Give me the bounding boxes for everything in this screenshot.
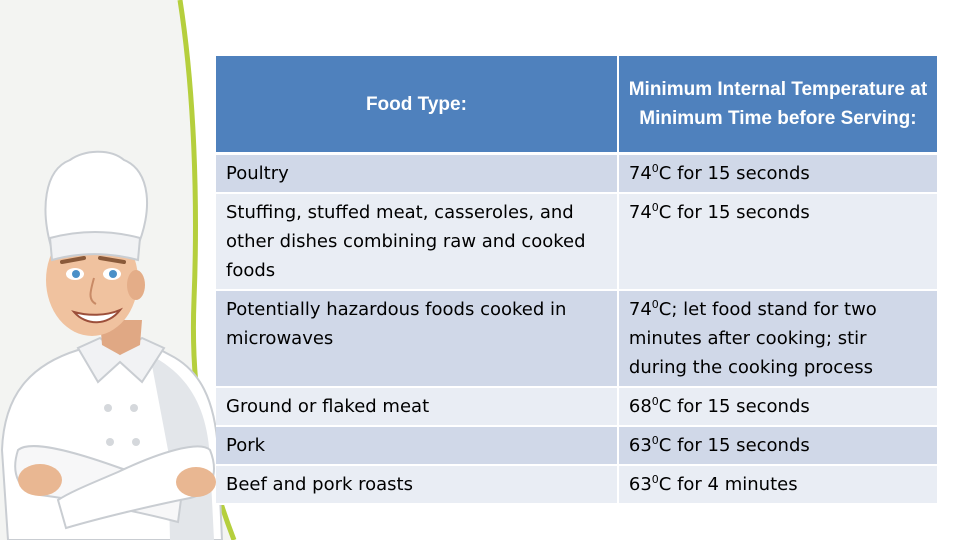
table-row: Ground or flaked meat 680C for 15 second…: [216, 387, 937, 427]
chef-smile: [71, 307, 124, 324]
table-row: Beef and pork roasts 630C for 4 minutes: [216, 465, 937, 505]
temperature-cell: 740C; let food stand for two minutes aft…: [617, 290, 937, 388]
chef-eyebrow: [60, 256, 86, 264]
chef-nose: [89, 277, 97, 305]
chef-ear: [127, 270, 145, 300]
jacket-button: [132, 438, 140, 446]
food-type-cell: Potentially hazardous foods cooked in mi…: [216, 290, 619, 388]
table-row: Pork 630C for 15 seconds: [216, 426, 937, 466]
table-row: Stuffing, stuffed meat, casseroles, and …: [216, 193, 937, 291]
food-type-cell: Ground or flaked meat: [216, 387, 619, 427]
table-row: Poultry 740C for 15 seconds: [216, 153, 937, 194]
jacket-button: [104, 404, 112, 412]
jacket-button: [106, 438, 114, 446]
food-type-cell: Poultry: [216, 153, 619, 194]
temperature-cell: 630C for 4 minutes: [617, 465, 937, 505]
temperature-cell: 740C for 15 seconds: [617, 153, 937, 194]
chef-illustration: [0, 150, 224, 540]
chef-hand: [18, 464, 62, 496]
food-type-cell: Stuffing, stuffed meat, casseroles, and …: [216, 193, 619, 291]
table-row: Potentially hazardous foods cooked in mi…: [216, 290, 937, 388]
chef-eyebrow: [98, 256, 126, 264]
chef-hat-band: [48, 231, 142, 262]
temperature-cell: 740C for 15 seconds: [617, 193, 937, 291]
temperature-cell: 680C for 15 seconds: [617, 387, 937, 427]
chef-hat: [44, 150, 148, 251]
chef-iris: [72, 270, 80, 278]
header-food-type: Food Type:: [216, 56, 619, 155]
temperature-cell: 630C for 15 seconds: [617, 426, 937, 466]
food-type-cell: Beef and pork roasts: [216, 465, 619, 505]
chef-hand: [176, 467, 216, 497]
food-type-cell: Pork: [216, 426, 619, 466]
header-min-temperature: Minimum Internal Temperature at Minimum …: [617, 56, 937, 155]
table-header-row: Food Type: Minimum Internal Temperature …: [216, 56, 937, 155]
jacket-button: [130, 404, 138, 412]
temperature-table: Food Type: Minimum Internal Temperature …: [216, 56, 937, 505]
chef-iris: [109, 270, 117, 278]
